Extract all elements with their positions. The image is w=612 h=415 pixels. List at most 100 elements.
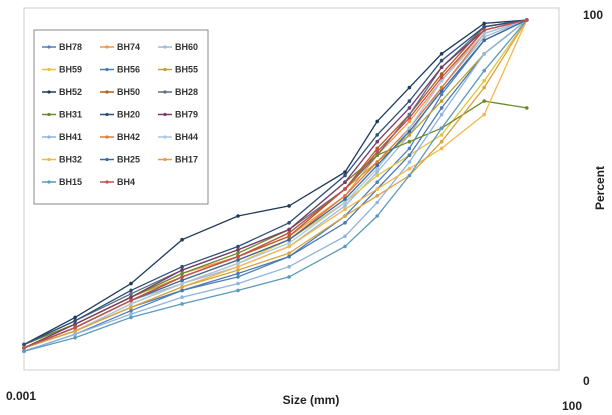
data-point-bh78-7 — [375, 180, 380, 184]
series-line-bh15 — [23, 19, 528, 352]
data-point-bh56-4 — [236, 271, 240, 276]
legend-item-bh78: BH78 — [42, 42, 82, 52]
data-point-bh44-10 — [482, 31, 487, 36]
data-point-bh78-9 — [439, 92, 444, 97]
series-line-bh41 — [23, 19, 528, 352]
data-point-bh15-0 — [22, 349, 26, 354]
data-point-bh59-7 — [375, 173, 380, 178]
data-point-bh4-3 — [180, 275, 184, 279]
data-point-bh32-6 — [343, 207, 347, 212]
data-point-bh32-5 — [287, 244, 291, 249]
legend-item-bh20: BH20 — [100, 110, 140, 120]
data-point-bh15-3 — [180, 302, 184, 306]
data-point-bh42-9 — [439, 85, 444, 90]
data-point-bh15-4 — [236, 288, 240, 293]
data-point-bh79-3 — [180, 268, 184, 272]
legend-label-bh32: BH32 — [59, 155, 82, 165]
data-point-bh41-6 — [343, 234, 347, 239]
data-point-bh15-8 — [407, 173, 412, 178]
data-point-bh20-1 — [73, 319, 77, 323]
data-point-bh41-2 — [129, 312, 133, 316]
data-point-bh41-7 — [375, 200, 380, 205]
data-point-bh42-6 — [343, 194, 347, 198]
legend-item-bh42: BH42 — [100, 132, 140, 142]
data-point-bh25-3 — [180, 278, 184, 283]
data-point-bh78-2 — [129, 308, 133, 313]
data-point-bh52-1 — [73, 315, 77, 320]
data-point-bh59-10 — [482, 79, 487, 83]
data-point-bh15-7 — [375, 214, 380, 218]
legend-label-bh78: BH78 — [59, 42, 82, 52]
data-point-bh41-3 — [180, 295, 184, 300]
data-point-bh52-3 — [180, 237, 184, 242]
legend-item-bh25: BH25 — [100, 155, 140, 165]
data-point-bh32-9 — [439, 146, 444, 151]
data-point-bh50-5 — [287, 234, 291, 239]
data-point-bh79-7 — [375, 139, 380, 144]
series-line-bh44 — [23, 19, 527, 349]
data-point-bh44-9 — [439, 79, 444, 83]
data-point-bh59-9 — [439, 133, 444, 137]
data-point-bh44-3 — [180, 281, 184, 286]
data-point-bh25-4 — [236, 258, 240, 262]
legend-label-bh74: BH74 — [117, 42, 140, 52]
series-layer — [22, 18, 529, 354]
data-point-bh41-8 — [407, 160, 412, 164]
data-point-bh32-10 — [482, 112, 487, 117]
data-point-bh17-6 — [343, 214, 347, 218]
data-point-bh44-5 — [287, 241, 291, 245]
legend-marker-bh41 — [47, 135, 51, 139]
series-bh52 — [22, 18, 529, 347]
data-point-bh74-8 — [407, 119, 412, 124]
data-point-bh41-10 — [482, 52, 487, 56]
data-point-bh44-4 — [236, 261, 240, 266]
data-point-bh31-11 — [525, 106, 529, 110]
data-point-bh41-9 — [439, 112, 444, 117]
data-point-bh20-4 — [236, 244, 240, 249]
data-point-bh41-1 — [73, 332, 77, 337]
data-point-bh79-8 — [407, 106, 412, 110]
data-point-bh55-8 — [407, 133, 412, 137]
y-tick-label-max: 100 — [583, 8, 603, 22]
legend-marker-bh55 — [163, 67, 167, 72]
data-point-bh78-4 — [236, 275, 240, 279]
data-point-bh50-9 — [439, 72, 444, 76]
data-point-bh20-2 — [129, 288, 133, 293]
data-point-bh52-10 — [482, 21, 487, 26]
legend-label-bh4: BH4 — [117, 177, 135, 187]
data-point-bh41-5 — [287, 264, 291, 269]
data-point-bh55-9 — [439, 99, 444, 103]
legend-item-bh52: BH52 — [42, 87, 82, 97]
series-line-bh79 — [23, 19, 527, 349]
data-point-bh15-10 — [482, 68, 487, 73]
legend-item-bh60: BH60 — [158, 42, 198, 52]
data-point-bh44-6 — [343, 200, 347, 205]
data-point-bh31-3 — [180, 271, 184, 276]
data-point-bh4-6 — [343, 187, 347, 191]
legend-label-bh56: BH56 — [117, 65, 140, 75]
data-point-bh20-3 — [180, 264, 184, 269]
data-point-bh56-5 — [287, 254, 291, 259]
legend-label-bh41: BH41 — [59, 132, 82, 142]
legend-label-bh42: BH42 — [117, 132, 140, 142]
data-point-bh4-7 — [375, 150, 380, 154]
data-point-bh17-2 — [129, 305, 133, 310]
data-point-bh31-4 — [236, 251, 240, 255]
legend-marker-bh50 — [105, 90, 109, 94]
data-point-bh15-5 — [287, 275, 291, 279]
data-point-bh32-7 — [375, 187, 380, 191]
data-point-bh20-9 — [439, 58, 444, 63]
data-point-bh20-10 — [482, 25, 487, 29]
data-point-bh56-6 — [343, 221, 347, 225]
legend-item-bh44: BH44 — [158, 132, 198, 142]
data-point-bh15-1 — [73, 335, 77, 340]
data-point-bh25-5 — [287, 237, 291, 242]
data-point-bh15-9 — [439, 126, 444, 130]
data-point-bh20-0 — [22, 342, 26, 347]
data-point-bh32-4 — [236, 264, 240, 269]
legend-marker-bh44 — [163, 135, 167, 139]
data-point-bh52-6 — [343, 170, 347, 174]
legend: BH78 BH74 BH60 BH59 BH56 BH55 BH52 BH50 BH28 BH31… — [42, 42, 198, 187]
series-line-bh52 — [23, 19, 527, 346]
